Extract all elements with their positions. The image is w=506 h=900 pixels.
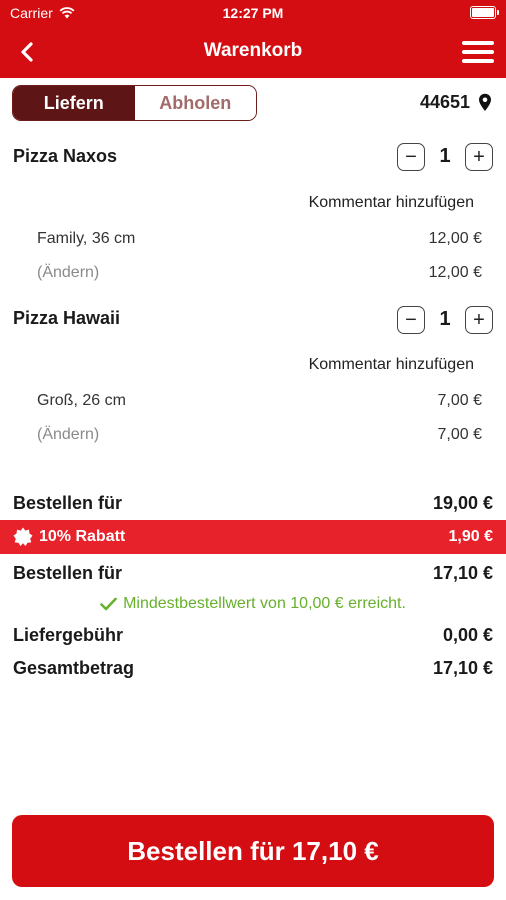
increase-button[interactable]: + [465, 143, 493, 171]
zip-location[interactable]: 44651 [420, 92, 492, 113]
minimum-order-notice: Mindestbestellwert von 10,00 € erreicht. [0, 595, 506, 613]
mode-deliver-tab[interactable]: Liefern [13, 86, 135, 120]
item-size-price: 7,00 € [437, 392, 482, 409]
quantity-value: 1 [439, 308, 451, 330]
increase-button[interactable]: + [465, 306, 493, 334]
checkmark-icon [100, 597, 117, 611]
item-size-label: Groß, 26 cm [37, 392, 126, 409]
total-label: Gesamtbetrag [13, 658, 135, 678]
delivery-fee-row: Liefergebühr 0,00 € [13, 625, 493, 646]
nav-bar: Warenkorb [0, 26, 506, 78]
item-total-price: 12,00 € [428, 264, 482, 281]
hamburger-menu-icon[interactable] [460, 37, 496, 67]
discount-label: 10% Rabatt [39, 528, 126, 545]
status-time: 12:27 PM [222, 5, 284, 21]
item-size-label: Family, 36 cm [37, 230, 136, 247]
cart-item-name: Pizza Hawaii [13, 308, 121, 328]
zip-code: 44651 [419, 92, 470, 112]
carrier-info: Carrier [10, 5, 75, 21]
quantity-stepper: − 1 + [397, 143, 493, 173]
carrier-label: Carrier [10, 5, 53, 21]
total-row: Gesamtbetrag 17,10 € [13, 658, 493, 679]
discount-badge-icon [13, 527, 33, 546]
delivery-fee-label: Liefergebühr [13, 625, 124, 645]
decrease-button[interactable]: − [397, 143, 425, 171]
subtotal-label: Bestellen für [13, 493, 123, 513]
quantity-stepper: − 1 + [397, 306, 493, 336]
mode-pickup-tab[interactable]: Abholen [134, 86, 256, 120]
location-pin-icon [479, 93, 491, 111]
change-item-link[interactable]: (Ändern) [37, 426, 100, 443]
page-title: Warenkorb [203, 40, 303, 61]
change-item-link[interactable]: (Ändern) [37, 264, 100, 281]
total-value: 17,10 € [432, 658, 493, 678]
subtotal-row: Bestellen für 19,00 € [13, 493, 493, 514]
discount-value: 1,90 € [448, 528, 493, 545]
add-comment-link[interactable]: Kommentar hinzufügen [308, 194, 474, 211]
quantity-value: 1 [439, 145, 451, 167]
discounted-subtotal-label: Bestellen für [13, 563, 123, 583]
delivery-fee-value: 0,00 € [442, 625, 493, 645]
cart-item-name: Pizza Naxos [13, 146, 118, 166]
place-order-button[interactable]: Bestellen für 17,10 € [12, 815, 494, 887]
order-mode-toggle: Liefern Abholen [12, 85, 257, 121]
discounted-subtotal-value: 17,10 € [432, 563, 493, 583]
battery-icon [470, 6, 499, 19]
decrease-button[interactable]: − [397, 306, 425, 334]
back-arrow-icon[interactable] [14, 38, 42, 66]
item-size-price: 12,00 € [428, 230, 482, 247]
add-comment-link[interactable]: Kommentar hinzufügen [308, 356, 474, 373]
minimum-order-text: Mindestbestellwert von 10,00 € erreicht. [123, 595, 406, 612]
discount-banner: 10% Rabatt 1,90 € [0, 520, 506, 554]
subtotal-value: 19,00 € [432, 493, 493, 513]
discounted-subtotal-row: Bestellen für 17,10 € [13, 563, 493, 584]
wifi-icon [59, 7, 75, 19]
item-total-price: 7,00 € [437, 426, 482, 443]
status-bar: Carrier 12:27 PM [0, 0, 506, 26]
